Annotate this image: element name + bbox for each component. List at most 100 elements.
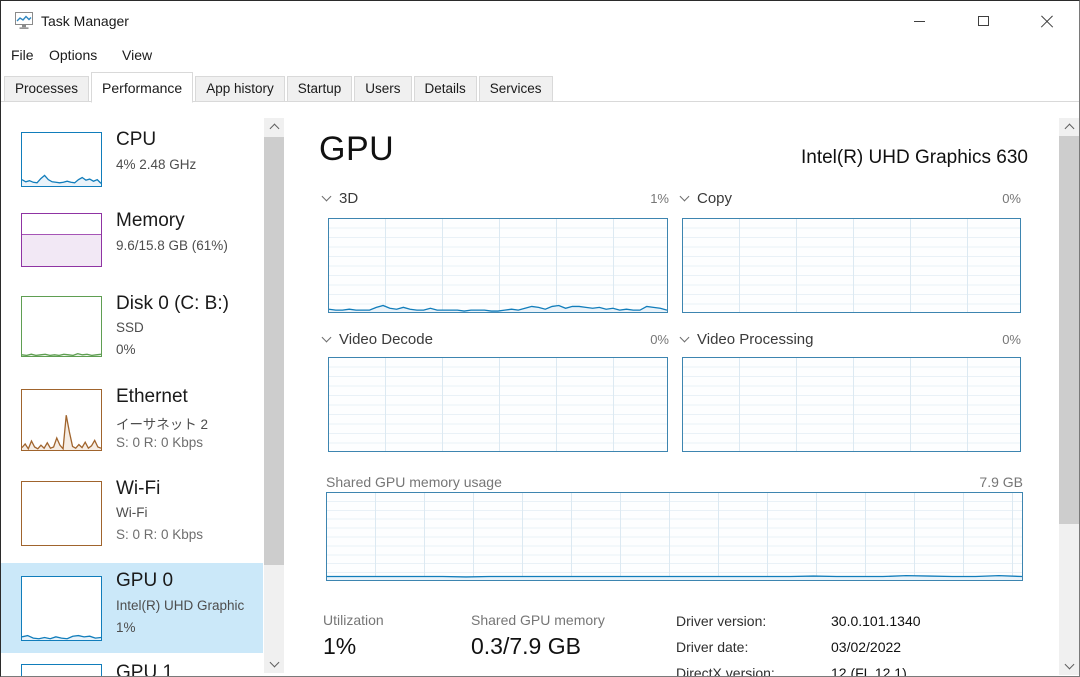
- sidebar-item-gpu0[interactable]: GPU 0 Intel(R) UHD Graphic 1%: [1, 563, 263, 653]
- directx-version-value: 12 (FL 12.1): [831, 665, 907, 677]
- shared-memory-label: Shared GPU memory: [471, 612, 605, 628]
- window-controls: [887, 1, 1079, 41]
- shared-memory-value: 0.3/7.9 GB: [471, 633, 581, 659]
- engine-label: Copy: [697, 189, 733, 207]
- sidebar-item-memory[interactable]: Memory 9.6/15.8 GB (61%): [1, 198, 263, 278]
- maximize-icon: [977, 16, 989, 26]
- main-scroll-up-button[interactable]: [1059, 118, 1079, 135]
- gpu0-title: GPU 0: [116, 570, 174, 591]
- gpu-engine-chart-video-processing: [682, 357, 1021, 452]
- main-scrollbar-thumb[interactable]: [1059, 136, 1079, 524]
- engine-label: Video Decode: [339, 330, 433, 348]
- sidebar-scrollbar-thumb[interactable]: [264, 137, 284, 565]
- engine-header-video-decode: Video Decode 0%: [321, 329, 669, 349]
- tab-bar: Processes Performance App history Startu…: [1, 69, 1079, 103]
- ethernet-mini-chart: [21, 389, 102, 451]
- disk-mini-chart: [21, 296, 102, 357]
- utilization-label: Utilization: [323, 612, 384, 628]
- memory-stats: 9.6/15.8 GB (61%): [116, 238, 228, 253]
- performance-sidebar: CPU 4% 2.48 GHz Memory 9.6/15.8 GB (61%)…: [1, 102, 291, 677]
- engine-label: 3D: [339, 189, 359, 207]
- chevron-down-icon: [269, 657, 279, 668]
- wifi-mini-chart: [21, 481, 102, 546]
- memory-usage-fill: [22, 234, 101, 266]
- ethernet-adapter: イーサネット 2: [116, 417, 208, 432]
- gpu0-device: Intel(R) UHD Graphic: [116, 598, 245, 613]
- main-scroll-down-button[interactable]: [1059, 658, 1079, 675]
- tab-app-history[interactable]: App history: [195, 76, 285, 102]
- tab-services[interactable]: Services: [478, 76, 553, 102]
- shared-memory-chart-scale: 7.9 GB: [979, 474, 1023, 490]
- close-icon: [1040, 14, 1054, 28]
- gpu0-mini-chart: [21, 576, 102, 641]
- window-title: Task Manager: [41, 13, 129, 29]
- directx-version-label: DirectX version:: [676, 665, 775, 677]
- gpu0-usage: 1%: [116, 620, 136, 635]
- memory-mini-chart: [21, 213, 102, 267]
- chevron-down-icon[interactable]: [679, 332, 690, 343]
- chevron-down-icon[interactable]: [679, 191, 690, 202]
- shared-memory-chart-label: Shared GPU memory usage: [326, 474, 502, 490]
- tab-users[interactable]: Users: [354, 76, 412, 102]
- engine-label: Video Processing: [697, 330, 814, 348]
- gpu-device-name: Intel(R) UHD Graphics 630: [800, 147, 1028, 168]
- menu-file[interactable]: File: [11, 47, 34, 63]
- menu-view[interactable]: View: [122, 47, 153, 63]
- performance-content: CPU 4% 2.48 GHz Memory 9.6/15.8 GB (61%)…: [1, 102, 1079, 677]
- menu-options[interactable]: Options: [49, 47, 98, 63]
- gpu-engine-chart-video-decode: [328, 357, 668, 452]
- driver-version-value: 30.0.101.1340: [831, 613, 921, 629]
- disk-type: SSD: [116, 320, 144, 335]
- sidebar-scroll-up-button[interactable]: [264, 118, 284, 135]
- sidebar-item-wifi[interactable]: Wi-Fi Wi-Fi S: 0 R: 0 Kbps: [1, 476, 263, 562]
- engine-value: 0%: [650, 331, 669, 347]
- driver-date-value: 03/02/2022: [831, 639, 902, 655]
- title-bar[interactable]: Task Manager: [1, 1, 1079, 41]
- sidebar-item-gpu1[interactable]: GPU 1: [1, 658, 263, 677]
- disk-title: Disk 0 (C: B:): [116, 293, 229, 314]
- driver-version-label: Driver version:: [676, 613, 767, 629]
- gpu-engine-chart-3d: [328, 218, 668, 313]
- tab-processes[interactable]: Processes: [4, 76, 90, 102]
- chevron-up-icon: [1064, 123, 1074, 134]
- cpu-mini-chart: [21, 132, 102, 187]
- sidebar-item-cpu[interactable]: CPU 4% 2.48 GHz: [1, 118, 263, 198]
- wifi-throughput: S: 0 R: 0 Kbps: [116, 527, 204, 542]
- shared-memory-chart: [326, 492, 1023, 581]
- ethernet-throughput: S: 0 R: 0 Kbps: [116, 435, 204, 450]
- engine-value: 1%: [650, 190, 669, 206]
- tab-startup[interactable]: Startup: [286, 76, 353, 102]
- engine-header-copy: Copy 0%: [679, 188, 1021, 208]
- cpu-stats: 4% 2.48 GHz: [116, 157, 197, 172]
- sidebar-item-ethernet[interactable]: Ethernet イーサネット 2 S: 0 R: 0 Kbps: [1, 384, 263, 470]
- chevron-down-icon: [1064, 659, 1074, 670]
- utilization-value: 1%: [323, 633, 357, 659]
- tab-performance[interactable]: Performance: [91, 72, 194, 103]
- driver-date-label: Driver date:: [676, 639, 749, 655]
- sidebar-scrollbar[interactable]: [264, 118, 284, 673]
- cpu-title: CPU: [116, 129, 157, 150]
- engine-value: 0%: [1002, 190, 1021, 206]
- close-button[interactable]: [1015, 1, 1079, 41]
- gpu-engine-chart-copy: [682, 218, 1021, 313]
- chevron-down-icon[interactable]: [321, 332, 332, 343]
- wifi-adapter: Wi-Fi: [116, 505, 148, 520]
- minimize-button[interactable]: [887, 1, 951, 41]
- main-scrollbar[interactable]: [1059, 118, 1079, 675]
- gpu1-mini-chart: [21, 664, 102, 676]
- sidebar-scroll-down-button[interactable]: [264, 656, 284, 673]
- ethernet-title: Ethernet: [116, 386, 188, 407]
- disk-usage: 0%: [116, 342, 136, 357]
- chevron-up-icon: [269, 123, 279, 134]
- sidebar-item-disk0[interactable]: Disk 0 (C: B:) SSD 0%: [1, 290, 263, 376]
- wifi-title: Wi-Fi: [116, 478, 161, 499]
- gpu-page-title: GPU: [319, 130, 395, 168]
- chevron-down-icon[interactable]: [321, 191, 332, 202]
- menu-bar: File Options View: [1, 41, 1079, 69]
- task-manager-icon: [14, 11, 34, 30]
- tab-details[interactable]: Details: [413, 76, 477, 102]
- engine-value: 0%: [1002, 331, 1021, 347]
- gpu1-title: GPU 1: [116, 662, 174, 677]
- maximize-button[interactable]: [951, 1, 1015, 41]
